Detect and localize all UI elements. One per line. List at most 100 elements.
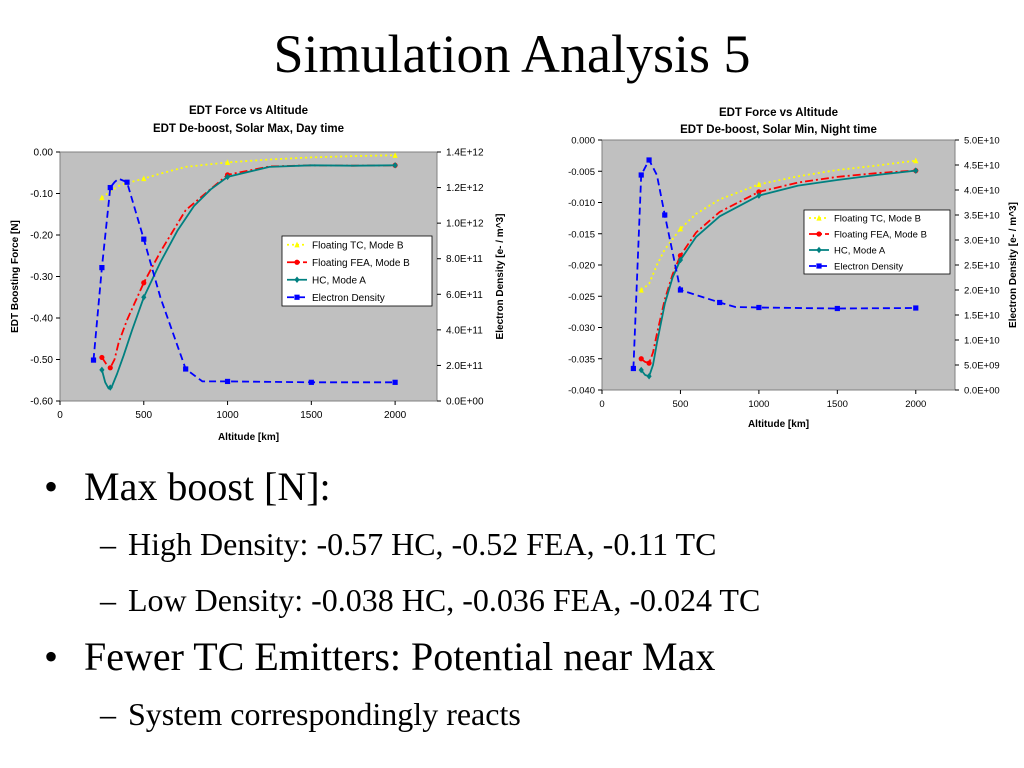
data-point xyxy=(677,256,684,264)
y2-axis-label: Electron Density [e- / m^3] xyxy=(495,214,506,340)
series-0 xyxy=(638,157,919,293)
data-point xyxy=(638,286,644,293)
x-axis-label: Altitude [km] xyxy=(218,432,279,443)
y2-tick-label: 1.4E+12 xyxy=(446,148,484,159)
y-tick-label: -0.005 xyxy=(568,167,595,178)
legend-label: Floating FEA, Mode B xyxy=(312,258,410,269)
x-tick-label: 500 xyxy=(673,399,689,410)
legend-label: Floating TC, Mode B xyxy=(312,240,404,251)
legend-label: Floating FEA, Mode B xyxy=(834,230,927,241)
bullet-fewer-tc-emitters: • Fewer TC Emitters: Potential near Max xyxy=(40,628,1000,686)
data-point xyxy=(913,157,919,164)
data-point xyxy=(141,236,147,242)
y2-tick-label: 1.0E+12 xyxy=(446,219,484,230)
legend-label: Electron Density xyxy=(834,262,903,273)
y2-tick-label: 2.0E+11 xyxy=(446,361,483,372)
y-tick-label: 0.00 xyxy=(34,148,54,159)
chart-solar-min: EDT Force vs Altitude EDT De-boost, Solar… xyxy=(540,104,1024,434)
data-point xyxy=(834,305,840,312)
x-tick-label: 2000 xyxy=(384,410,407,421)
y-tick-label: -0.010 xyxy=(568,198,595,209)
chart-title: EDT Force vs Altitude xyxy=(189,105,308,117)
y2-tick-label: 5.0E+10 xyxy=(964,136,1000,147)
sub-bullet-text: High Density: -0.57 HC, -0.52 FEA, -0.11… xyxy=(128,526,717,562)
series-line xyxy=(640,169,916,365)
legend-label: HC, Mode A xyxy=(834,246,886,257)
legend-marker xyxy=(816,214,822,221)
x-tick-label: 1000 xyxy=(748,399,769,410)
legend-marker xyxy=(294,294,300,300)
y2-tick-label: 1.0E+10 xyxy=(964,336,1000,347)
data-point xyxy=(107,184,113,191)
y2-tick-label: 1.2E+12 xyxy=(446,183,484,194)
data-point xyxy=(90,357,97,363)
series-3 xyxy=(630,157,919,372)
chart-title: EDT Force vs Altitude xyxy=(719,107,838,119)
y2-tick-label: 6.0E+11 xyxy=(446,290,483,301)
series-line xyxy=(101,164,396,369)
legend: Floating TC, Mode B Floating FEA, Mode B H… xyxy=(803,209,951,275)
y2-tick-label: 4.5E+10 xyxy=(964,161,1000,172)
sub-bullet-system-reacts: – System correspondingly reacts xyxy=(40,686,1000,742)
series-3 xyxy=(90,177,398,385)
y2-tick-label: 3.5E+10 xyxy=(964,211,1000,222)
data-point xyxy=(99,366,105,374)
data-point xyxy=(717,299,723,306)
data-point xyxy=(141,175,147,182)
series-line xyxy=(640,159,916,291)
legend-label: HC, Mode A xyxy=(312,275,366,286)
data-point xyxy=(99,194,105,201)
series-1 xyxy=(638,168,919,366)
bullet-max-boost: • Max boost [N]: xyxy=(40,458,1000,516)
chart-subtitle: EDT De-boost, Solar Max, Day time xyxy=(153,123,344,135)
y2-tick-label: 0.0E+00 xyxy=(964,386,1000,397)
data-point xyxy=(392,152,398,158)
x-tick-label: 1500 xyxy=(827,399,848,410)
y-tick-label: -0.015 xyxy=(568,229,595,240)
bullet-dash: – xyxy=(100,526,116,562)
data-point xyxy=(141,280,147,286)
data-point xyxy=(392,379,398,385)
data-point xyxy=(141,294,147,301)
data-point xyxy=(662,212,668,218)
bullet-dash: – xyxy=(100,696,116,732)
y-tick-label: -0.025 xyxy=(568,292,595,303)
bullet-dash: – xyxy=(100,582,116,618)
legend-label: Floating TC, Mode B xyxy=(834,214,921,225)
y2-axis-label: Electron Density [e- / m^3] xyxy=(1008,202,1019,328)
data-point xyxy=(99,354,105,361)
y2-tick-label: 8.0E+11 xyxy=(446,254,483,265)
bullet-dot: • xyxy=(44,634,59,679)
data-point xyxy=(677,225,684,232)
data-point xyxy=(646,360,652,366)
legend-marker xyxy=(816,246,822,254)
bullet-dot: • xyxy=(44,464,59,509)
y-axis-label: EDT Boosting Force [N] xyxy=(10,220,21,333)
series-line xyxy=(632,159,916,369)
data-point xyxy=(99,265,105,271)
legend-marker xyxy=(816,263,822,269)
y2-tick-label: 4.0E+10 xyxy=(964,186,1000,197)
x-tick-label: 1500 xyxy=(300,410,323,421)
slide-title: Simulation Analysis 5 xyxy=(273,24,751,84)
y2-tick-label: 5.0E+09 xyxy=(964,361,1000,372)
data-point xyxy=(183,366,189,372)
data-point xyxy=(107,384,113,391)
data-point xyxy=(124,179,130,185)
sub-bullet-text: System correspondingly reacts xyxy=(128,696,521,732)
y-tick-label: -0.035 xyxy=(568,354,595,365)
sub-bullet-low-density: – Low Density: -0.038 HC, -0.036 FEA, -0… xyxy=(40,572,1000,628)
data-point xyxy=(224,159,231,165)
legend-box xyxy=(803,209,951,275)
data-point xyxy=(646,157,652,163)
x-tick-label: 0 xyxy=(57,410,63,421)
y-tick-label: -0.40 xyxy=(30,314,53,325)
chart-solar-max-svg: EDT Force vs Altitude EDT De-boost, Solar… xyxy=(10,105,506,443)
x-tick-label: 1000 xyxy=(216,410,239,421)
y-tick-label: -0.020 xyxy=(568,261,595,272)
y-tick-label: -0.10 xyxy=(30,189,53,200)
legend: Floating TC, Mode B Floating FEA, Mode B H… xyxy=(281,235,433,307)
bullet-text: Max boost [N]: xyxy=(84,464,331,509)
y2-tick-label: 4.0E+11 xyxy=(446,325,483,336)
y2-tick-label: 3.0E+10 xyxy=(964,236,1000,247)
